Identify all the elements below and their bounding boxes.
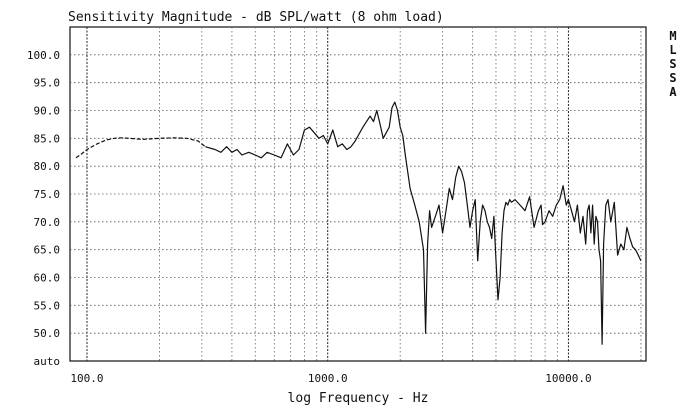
y-tick-label: auto: [34, 355, 61, 368]
x-tick-label: 100.0: [70, 372, 103, 385]
series-layer: [75, 101, 642, 345]
x-tick-label: 1000.0: [308, 372, 348, 385]
side-label-letter: S: [669, 71, 676, 85]
y-tick-label: 70.0: [34, 216, 61, 229]
x-tick-labels: 100.0 1000.0 10000.0: [70, 372, 591, 385]
side-label-letter: M: [669, 29, 676, 43]
y-tick-label: 95.0: [34, 77, 61, 90]
x-axis-title: log Frequency - Hz: [288, 391, 429, 406]
y-tick-labels: 100.0 95.0 90.0 85.0 80.0 75.0 70.0 65.0 60.0 55.…: [27, 49, 60, 368]
series-line-2: [205, 101, 642, 345]
y-tick-label: 60.0: [34, 272, 61, 285]
side-label-letter: A: [669, 85, 677, 99]
side-label-letter: L: [669, 43, 676, 57]
y-tick-label: 85.0: [34, 132, 61, 145]
y-tick-label: 90.0: [34, 105, 61, 118]
grid-layer: [70, 27, 646, 361]
x-tick-label: 10000.0: [545, 372, 591, 385]
side-label-letter: S: [669, 57, 676, 71]
y-tick-label: 55.0: [34, 299, 61, 312]
y-tick-label: 50.0: [34, 327, 61, 340]
series-line-1: [75, 137, 206, 159]
y-tick-label: 100.0: [27, 49, 60, 62]
y-tick-label: 80.0: [34, 160, 61, 173]
y-tick-label: 65.0: [34, 244, 61, 257]
y-tick-label: 75.0: [34, 188, 61, 201]
chart-title: Sensitivity Magnitude - dB SPL/watt (8 o…: [68, 10, 444, 25]
